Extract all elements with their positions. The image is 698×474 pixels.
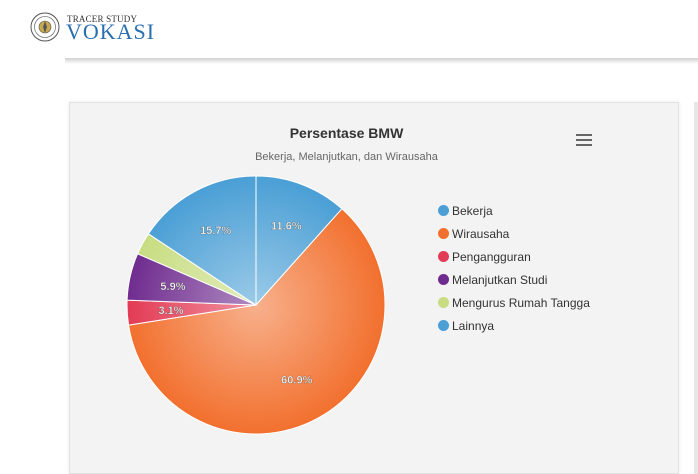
legend-swatch bbox=[438, 320, 449, 331]
data-label-lainnya: 15.7% bbox=[200, 225, 231, 237]
chart-subtitle: Bekerja, Melanjutkan, dan Wirausaha bbox=[255, 151, 438, 163]
hamburger-menu-icon bbox=[576, 134, 592, 136]
legend-label: Lainnya bbox=[452, 318, 495, 333]
top-navbar: TRACER STUDY VOKASI bbox=[0, 0, 698, 58]
navbar-shadow bbox=[65, 58, 698, 64]
next-card-edge bbox=[694, 102, 698, 474]
university-seal-icon[interactable] bbox=[30, 12, 60, 42]
legend-label: Mengurus Rumah Tangga bbox=[452, 295, 590, 310]
brand-subtitle: TRACER STUDY bbox=[67, 14, 138, 24]
data-label-bekerja: 11.6% bbox=[271, 220, 302, 232]
legend-label: Bekerja bbox=[452, 203, 493, 218]
legend-swatch bbox=[438, 274, 449, 285]
legend-item-pengangguran[interactable]: Pengangguran bbox=[438, 245, 590, 268]
chart-menu-button[interactable] bbox=[576, 134, 594, 148]
legend-item-lainnya[interactable]: Lainnya bbox=[438, 314, 590, 337]
chart-title: Persentase BMW bbox=[289, 125, 404, 141]
legend-item-melanjutkan-studi[interactable]: Melanjutkan Studi bbox=[438, 268, 590, 291]
data-label-wirausaha: 60.9% bbox=[281, 375, 312, 387]
legend-item-wirausaha[interactable]: Wirausaha bbox=[438, 222, 590, 245]
chart-legend: Bekerja Wirausaha Pengangguran Melanjutkan … bbox=[438, 199, 590, 337]
data-label-melanjutkan-studi: 5.9% bbox=[160, 281, 185, 293]
legend-swatch bbox=[438, 297, 449, 308]
legend-label: Wirausaha bbox=[452, 226, 510, 241]
legend-item-bekerja[interactable]: Bekerja bbox=[438, 199, 590, 222]
data-label-pengangguran: 3.1% bbox=[158, 305, 183, 317]
legend-item-mengurus-rumah-tangga[interactable]: Mengurus Rumah Tangga bbox=[438, 291, 590, 314]
legend-swatch bbox=[438, 251, 449, 262]
brand-title[interactable]: VOKASI bbox=[66, 19, 156, 44]
legend-swatch bbox=[438, 228, 449, 239]
legend-label: Pengangguran bbox=[452, 249, 531, 264]
legend-swatch bbox=[438, 205, 449, 216]
legend-label: Melanjutkan Studi bbox=[452, 272, 548, 287]
